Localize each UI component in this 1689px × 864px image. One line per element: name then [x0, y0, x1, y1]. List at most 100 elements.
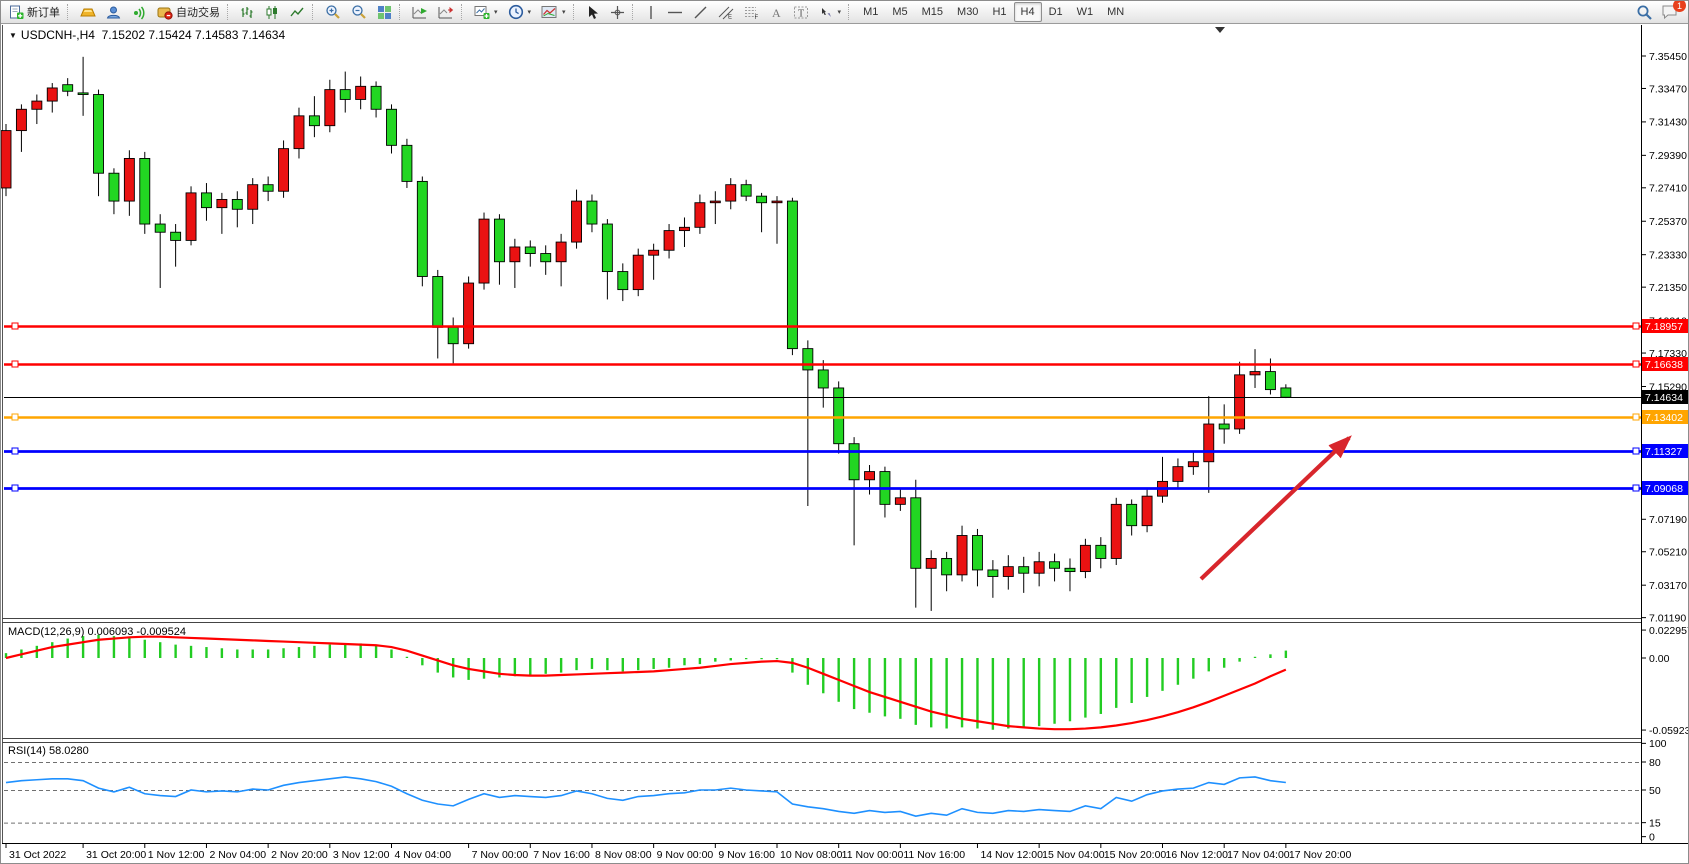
timeframe-D1-button[interactable]: D1	[1048, 6, 1063, 18]
timeframe-M30-button[interactable]: M30	[957, 6, 979, 18]
candle-bull	[216, 198, 228, 209]
macd-signal-line	[5, 635, 1287, 731]
candle-bear	[262, 184, 274, 192]
signals-button[interactable]	[126, 2, 152, 22]
candle-bull	[1234, 374, 1246, 430]
autotrading-button[interactable]: 自动交易	[152, 2, 225, 22]
timeframe-M1-button[interactable]: M1	[863, 6, 879, 18]
notifications[interactable]: 1	[1661, 1, 1686, 20]
candle-bull	[1187, 461, 1199, 468]
candle-bear	[1064, 567, 1076, 573]
price-tick-label: 7.01190	[1649, 612, 1686, 624]
price-label-text: 7.09068	[1645, 483, 1683, 495]
toolbar: 新订单 自动交易	[1, 1, 1688, 24]
candle-bear	[339, 89, 351, 100]
hline-handle[interactable]	[1632, 360, 1640, 368]
hline-handle[interactable]	[11, 447, 19, 455]
templates-button[interactable]: ▾	[536, 2, 571, 22]
price-label-text: 7.13402	[1645, 412, 1683, 424]
fibonacci-button[interactable]: F	[739, 2, 765, 22]
zoom-out-button[interactable]	[346, 2, 372, 22]
candle-bull	[709, 200, 721, 204]
candle-bear	[139, 158, 151, 225]
candle-bear	[108, 172, 120, 202]
candle-bull	[355, 85, 367, 100]
timeframe-H1-button[interactable]: H1	[992, 6, 1007, 18]
equidistant-channel-icon: E	[718, 6, 733, 20]
hline-handle[interactable]	[11, 484, 19, 492]
periods-button[interactable]: ▾	[503, 2, 537, 22]
line-chart-button[interactable]	[285, 2, 310, 22]
chart-ohlc: 7.15202 7.15424 7.14583 7.14634	[101, 28, 286, 42]
candle-bear	[941, 558, 953, 576]
candle-bull	[1, 130, 12, 189]
toolbar-separator	[461, 4, 467, 20]
candle-bull	[278, 148, 290, 192]
equidistant-channel-button[interactable]: E	[713, 2, 739, 22]
hline-handle[interactable]	[1632, 413, 1640, 421]
horizontal-line-button[interactable]	[662, 2, 688, 22]
line-chart-icon	[290, 7, 304, 16]
trendline-button[interactable]	[688, 2, 713, 22]
chart-shift-marker[interactable]	[1215, 27, 1225, 33]
timeframe-MN-button[interactable]: MN	[1107, 6, 1125, 18]
candle-bear	[540, 253, 552, 263]
candle-bear	[416, 180, 428, 277]
hline-handle[interactable]	[11, 360, 19, 368]
candle-bull	[925, 558, 937, 569]
templates-icon	[541, 5, 557, 18]
crosshair-button[interactable]	[605, 2, 630, 22]
svg-text:A: A	[772, 6, 781, 20]
profile-button[interactable]	[101, 2, 126, 22]
time-tick-label: 2 Nov 20:00	[271, 849, 328, 861]
zoom-in-button[interactable]	[320, 2, 346, 22]
chart-shift-button[interactable]	[433, 2, 459, 22]
candle-bull	[725, 184, 737, 202]
time-tick-label: 31 Oct 20:00	[86, 849, 146, 861]
time-tick-label: 1 Nov 12:00	[148, 849, 205, 861]
hline-handle[interactable]	[1632, 322, 1640, 330]
auto-scroll-button[interactable]	[407, 2, 433, 22]
candlestick-button[interactable]	[260, 2, 285, 22]
hline-handle[interactable]	[11, 413, 19, 421]
hline-handle[interactable]	[1632, 447, 1640, 455]
trend-arrow[interactable]	[1199, 435, 1352, 581]
candle-bear	[1095, 544, 1107, 559]
arrows-button[interactable]: ▾	[814, 2, 847, 22]
candle-bull	[1203, 423, 1215, 463]
vertical-line-button[interactable]	[640, 2, 662, 22]
timeframe-H4-button[interactable]: H4	[1013, 2, 1042, 22]
candle-bear	[833, 387, 845, 445]
timeframe-M5-button[interactable]: M5	[892, 6, 908, 18]
candle-bear	[1126, 503, 1138, 527]
time-tick-label: 11 Nov 16:00	[903, 849, 965, 861]
text-label-icon: T	[793, 6, 808, 19]
hline-handle[interactable]	[1632, 484, 1640, 492]
new-order-button[interactable]: 新订单	[4, 2, 65, 22]
svg-text:F: F	[754, 15, 758, 20]
macd-indicator-label: MACD(12,26,9) 0.006093 -0.009524	[8, 626, 186, 638]
timeframe-W1-button[interactable]: W1	[1076, 6, 1094, 18]
timeframe-M15-button[interactable]: M15	[921, 6, 944, 18]
tile-windows-button[interactable]	[372, 2, 397, 22]
new-chart-button[interactable]: ▾	[469, 2, 503, 22]
candle-bear	[1280, 387, 1292, 398]
price-tick-label: 7.25370	[1649, 216, 1687, 228]
rsi-tick-label: 0	[1649, 831, 1655, 843]
hline-handle[interactable]	[11, 322, 19, 330]
cursor-button[interactable]	[581, 2, 605, 22]
candle-bear	[170, 231, 182, 241]
bar-chart-button[interactable]	[235, 2, 260, 22]
candle-bear	[802, 348, 814, 371]
gold-ingot-icon	[80, 8, 96, 16]
time-tick-label: 11 Nov 00:00	[842, 849, 904, 861]
text-button[interactable]: A	[765, 2, 788, 22]
candle-bull	[1172, 466, 1184, 482]
profile-icon	[106, 6, 121, 18]
text-label-button[interactable]: T	[788, 2, 814, 22]
price-tick-label: 7.35450	[1649, 51, 1687, 63]
gold-button[interactable]	[75, 2, 101, 22]
search-icon[interactable]	[1636, 4, 1653, 21]
